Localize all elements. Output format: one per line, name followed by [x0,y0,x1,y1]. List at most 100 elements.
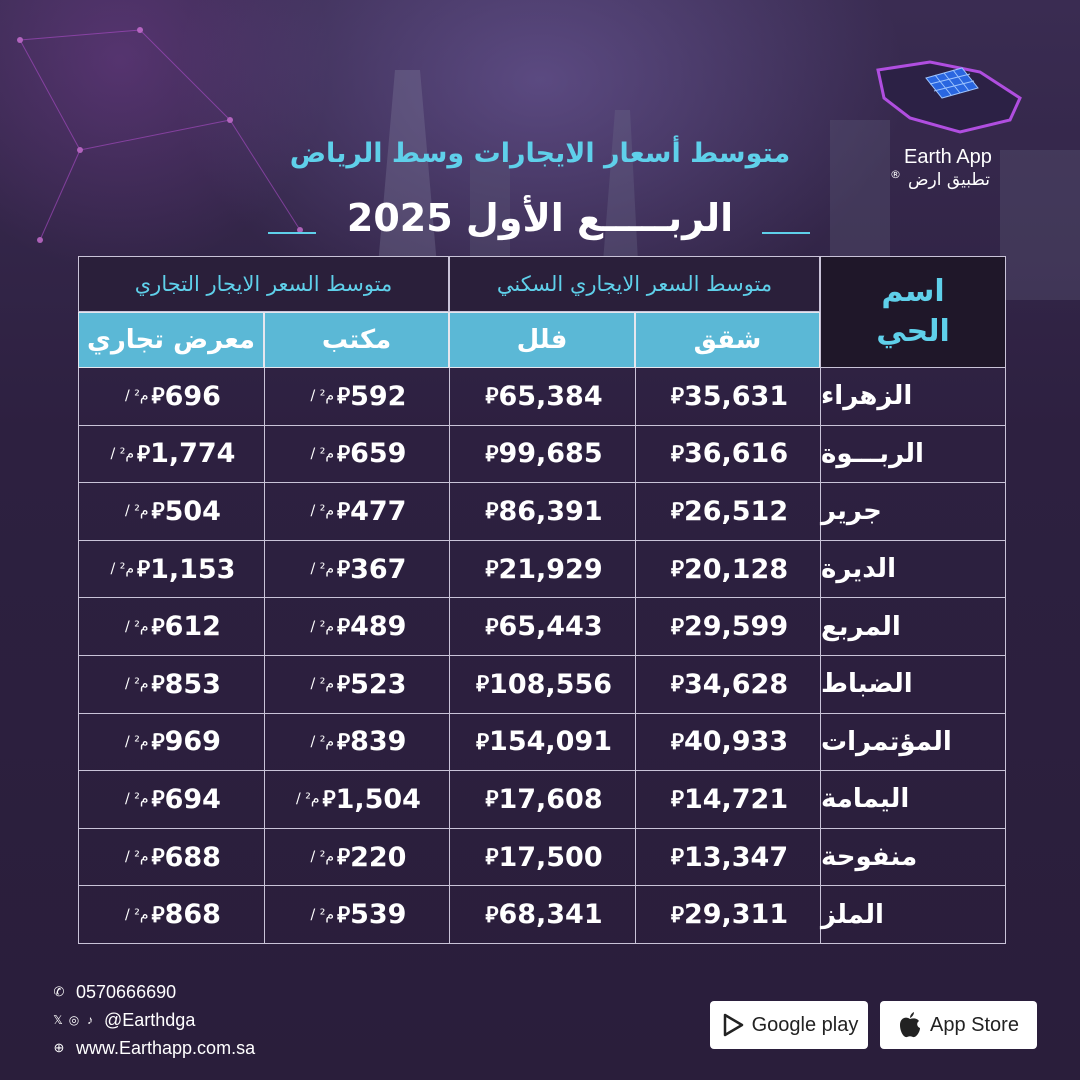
district-name-header-line1: اسم [881,274,945,309]
riyal-icon: ⃁ [151,902,165,928]
unit-label: / م² [310,733,334,750]
cell-office: / م² ⃁ 659 [264,425,449,484]
riyal-icon: ⃁ [151,845,165,871]
unit-label: / م² [110,445,134,462]
phone-number[interactable]: 0570666690 [76,981,177,1002]
cell-showroom: / م² ⃁ 868 [78,886,264,944]
cell-office: / م² ⃁ 477 [264,483,449,541]
unit-label: / م² [125,791,149,808]
riyal-icon: ⃁ [337,845,351,871]
cell-value: 65,443 [498,611,603,643]
table-row: / م² ⃁ 868/ م² ⃁ 539 ⃁ 68,341 ⃁ 29,311 الملز [78,886,1006,944]
commercial-group-header: متوسط السعر الايجار التجاري [78,256,449,312]
cell-value: 20,128 [683,553,789,585]
riyal-icon: ⃁ [151,384,165,410]
table-row: / م² ⃁ 969/ م² ⃁ 839 ⃁ 154,091 ⃁ 40,933 المؤتمرات [78,713,1006,772]
cell-showroom: / م² ⃁ 1,153 [78,540,264,599]
riyal-icon: ⃁ [670,672,684,698]
cell-value: 29,311 [683,899,789,931]
riyal-icon: ⃁ [337,614,351,640]
cell-value: 21,929 [498,553,603,585]
apple-icon [900,1012,921,1038]
logo-mark-icon [876,60,1022,134]
riyal-icon: ⃁ [136,557,151,583]
cell-apartments: ⃁ 26,512 [635,483,820,541]
app-store-button[interactable]: App Store [880,1001,1037,1049]
social-handle[interactable]: @Earthdga [104,1009,196,1030]
unit-label: / م² [125,618,149,635]
table-row: / م² ⃁ 504/ م² ⃁ 477 ⃁ 86,391 ⃁ 26,512 جرير [78,483,1006,541]
cell-value: 65,384 [498,380,603,412]
cell-value: 14,721 [683,783,789,815]
google-play-button[interactable]: Google play [710,1001,868,1049]
cell-office: / م² ⃁ 523 [264,656,449,714]
website-row: ⊕ www.Earthapp.com.sa [52,1034,256,1062]
tiktok-icon[interactable]: ♪ [87,1013,93,1027]
google-play-icon [723,1013,743,1037]
cell-apartments: ⃁ 35,631 [635,368,820,426]
residential-group-header: متوسط السعر الايجاري السكني [449,256,820,312]
unit-label: / م² [125,503,149,520]
cell-apartments: ⃁ 29,599 [635,598,820,656]
cell-value: 35,631 [683,380,789,412]
cell-villas: ⃁ 154,091 [449,713,635,772]
cell-villas: ⃁ 21,929 [449,540,635,599]
riyal-icon: ⃁ [151,672,165,698]
cell-value: 17,608 [498,783,603,815]
riyal-icon: ⃁ [485,614,499,640]
unit-label: / م² [125,849,149,866]
subtitle-block: الربـــــع الأول 2025 [0,196,1080,244]
riyal-icon: ⃁ [670,787,684,813]
unit-label: / م² [110,561,134,578]
instagram-icon[interactable]: ◎ [68,1013,80,1027]
x-icon[interactable]: 𝕏 [53,1013,63,1027]
cell-value: 86,391 [498,495,603,527]
cell-apartments: ⃁ 40,933 [635,713,820,772]
logo-text-en: Earth App [904,146,992,168]
cell-apartments: ⃁ 13,347 [635,828,820,887]
cell-value: 1,153 [150,553,236,585]
contact-footer: ✆ 0570666690 𝕏 ◎ ♪ @Earthdga ⊕ www.Earth… [52,978,255,1062]
cell-district-name: اليمامة [820,771,1006,829]
riyal-icon: ⃁ [151,729,165,755]
table-row: / م² ⃁ 694/ م² ⃁ 1,504 ⃁ 17,608 ⃁ 14,721 اليمامة [78,771,1006,829]
cell-apartments: ⃁ 14,721 [635,771,820,829]
cell-villas: ⃁ 17,608 [449,771,635,829]
unit-label: / م² [125,733,149,750]
unit-label: / م² [125,388,149,405]
riyal-icon: ⃁ [337,729,351,755]
social-row: 𝕏 ◎ ♪ @Earthdga [52,1006,255,1034]
cell-district-name: جرير [820,483,1006,541]
cell-showroom: / م² ⃁ 612 [78,598,264,656]
cell-villas: ⃁ 99,685 [449,425,635,484]
cell-district-name: الربـــوة [820,425,1006,484]
unit-label: / م² [310,388,334,405]
riyal-icon: ⃁ [151,614,165,640]
cell-value: 40,933 [683,726,789,758]
cell-villas: ⃁ 17,500 [449,828,635,887]
cell-villas: ⃁ 65,384 [449,368,635,426]
riyal-icon: ⃁ [485,557,499,583]
cell-value: 108,556 [489,668,613,700]
logo-text-ar: تطبيق ارض [908,170,991,190]
cell-value: 367 [350,553,407,585]
riyal-icon: ⃁ [670,614,684,640]
cell-district-name: المربع [820,598,1006,656]
cell-value: 592 [350,380,407,412]
cell-office: / م² ⃁ 489 [264,598,449,656]
column-header-villas: فلل [449,312,635,368]
unit-label: / م² [125,906,149,923]
cell-value: 853 [164,668,221,700]
cell-office: / م² ⃁ 592 [264,368,449,426]
cell-office: / م² ⃁ 839 [264,713,449,772]
cell-district-name: المؤتمرات [820,713,1006,772]
cell-villas: ⃁ 86,391 [449,483,635,541]
cell-value: 694 [164,783,221,815]
riyal-icon: ⃁ [670,557,684,583]
app-store-label: App Store [930,1013,1019,1036]
website-link[interactable]: www.Earthapp.com.sa [76,1037,256,1058]
social-icons: 𝕏 ◎ ♪ [52,1013,96,1027]
column-header-showroom: معرض تجاري [78,312,264,368]
district-name-header-line2: الحي [876,314,950,349]
cell-value: 477 [350,495,407,527]
